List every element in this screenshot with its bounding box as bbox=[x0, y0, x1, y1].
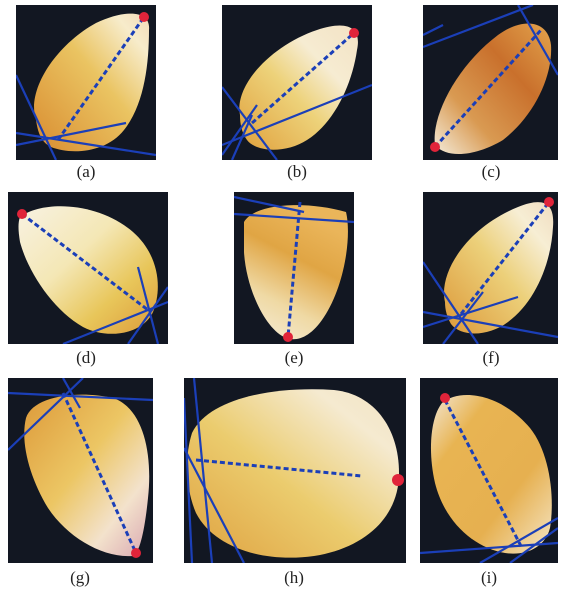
caption-b: (b) bbox=[287, 162, 307, 181]
kernel-image-f bbox=[423, 192, 558, 344]
kernel-image-c bbox=[423, 5, 558, 160]
marker-h bbox=[392, 474, 404, 486]
caption-c: (c) bbox=[481, 162, 501, 181]
caption-h: (h) bbox=[284, 568, 304, 587]
kernel-image-g bbox=[8, 378, 153, 563]
kernel-image-b bbox=[222, 5, 372, 160]
marker-g bbox=[131, 548, 141, 558]
marker-c bbox=[430, 142, 440, 152]
caption-a: (a) bbox=[76, 162, 96, 181]
panel-a bbox=[16, 5, 156, 160]
panel-d bbox=[8, 192, 168, 344]
panel-c bbox=[423, 5, 558, 160]
marker-e bbox=[283, 332, 293, 342]
panel-i bbox=[420, 378, 558, 563]
caption-d: (d) bbox=[76, 348, 96, 367]
marker-b bbox=[349, 28, 359, 38]
caption-f: (f) bbox=[482, 348, 500, 367]
panel-b bbox=[222, 5, 372, 160]
marker-f bbox=[544, 197, 554, 207]
marker-a bbox=[139, 12, 149, 22]
caption-i: (i) bbox=[480, 568, 498, 587]
kernel-image-h bbox=[184, 378, 406, 563]
marker-d bbox=[17, 209, 27, 219]
kernel-image-e bbox=[234, 192, 354, 344]
kernel-image-a bbox=[16, 5, 156, 160]
panel-g bbox=[8, 378, 153, 563]
caption-e: (e) bbox=[284, 348, 304, 367]
panel-f bbox=[423, 192, 558, 344]
panel-h bbox=[184, 378, 406, 563]
marker-i bbox=[440, 393, 450, 403]
kernel-image-d bbox=[8, 192, 168, 344]
panel-e bbox=[234, 192, 354, 344]
caption-g: (g) bbox=[70, 568, 90, 587]
kernel-image-i bbox=[420, 378, 558, 563]
